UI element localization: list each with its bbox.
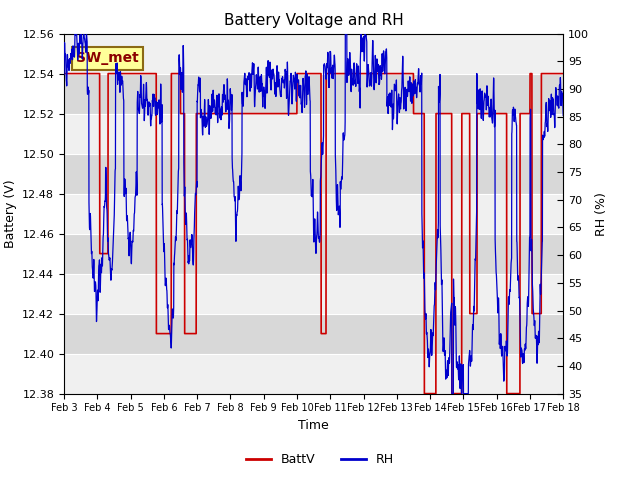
X-axis label: Time: Time [298, 419, 329, 432]
Legend: BattV, RH: BattV, RH [241, 448, 399, 471]
Text: SW_met: SW_met [77, 51, 140, 65]
Bar [64, 274, 563, 313]
Bar [64, 154, 563, 193]
Bar [64, 313, 563, 354]
Bar [64, 34, 563, 73]
Bar [64, 114, 563, 154]
Title: Battery Voltage and RH: Battery Voltage and RH [224, 13, 403, 28]
Y-axis label: Battery (V): Battery (V) [4, 180, 17, 248]
Bar [64, 193, 563, 234]
Bar [64, 354, 563, 394]
Y-axis label: RH (%): RH (%) [595, 192, 607, 236]
Bar [64, 73, 563, 114]
Bar [64, 234, 563, 274]
